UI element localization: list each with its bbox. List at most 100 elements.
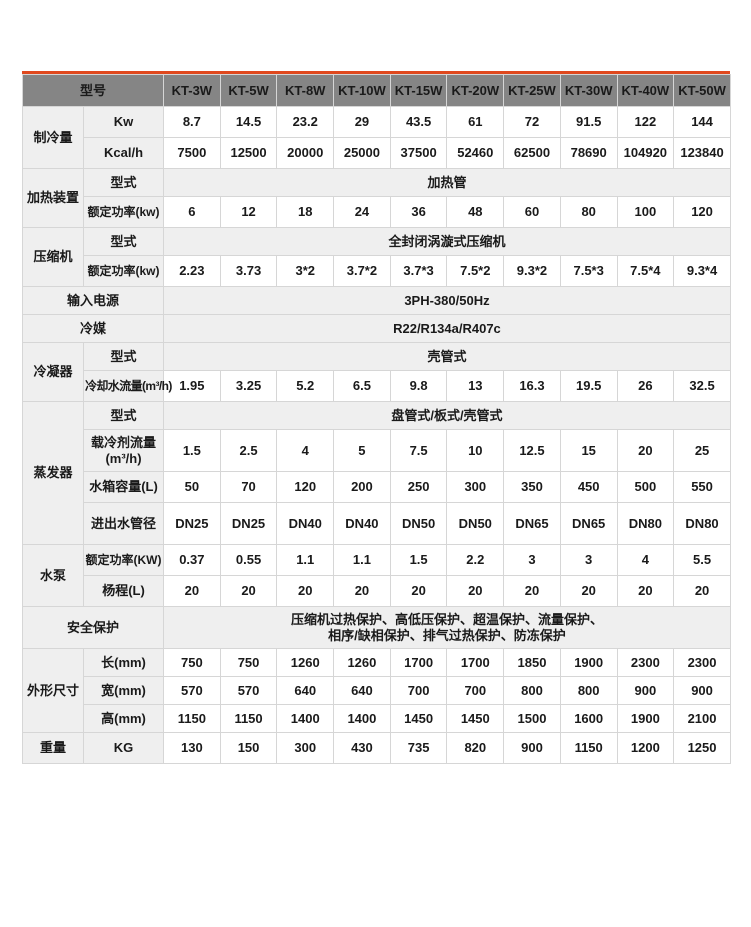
cooling-kw-KT-20W: 61 [446, 106, 505, 138]
compressor-power-KT-40W: 7.5*4 [616, 255, 675, 287]
row-label-cooling-kw: Kw [82, 106, 165, 138]
cooling-kcal-KT-20W: 52460 [446, 137, 505, 169]
cooling-kw-KT-15W: 43.5 [389, 106, 448, 138]
row-label-dim-width: 宽(mm) [82, 676, 165, 705]
row-compressor-type: 压缩机 型式 全封闭涡漩式压缩机 [22, 227, 731, 287]
condenser-flow-KT-15W: 9.8 [389, 370, 448, 402]
weight-KT-40W: 1200 [616, 732, 675, 764]
row-cooling-kw: 制冷量 Kw 8.7 14.5 23.2 29 43.5 61 72 91.5 122 144 [22, 106, 731, 169]
evaporator-flow-KT-8W: 4 [276, 429, 335, 472]
row-pipe-diameter: 进出水管径 DN25 DN25 DN40 DN40 DN50 DN50 DN65 DN65 DN8… [23, 502, 731, 545]
model-header-KT-40W: KT-40W [616, 74, 675, 107]
model-header-KT-5W: KT-5W [219, 74, 278, 107]
weight-KT-15W: 735 [389, 732, 448, 764]
pump-head-KT-5W: 20 [219, 575, 278, 607]
dim-width-KT-40W: 900 [616, 676, 675, 705]
condenser-flow-KT-5W: 3.25 [219, 370, 278, 402]
tank-capacity-KT-10W: 200 [333, 471, 391, 503]
model-header-KT-20W: KT-20W [446, 74, 505, 107]
model-header-KT-3W: KT-3W [163, 74, 221, 107]
pump-head-KT-20W: 20 [446, 575, 505, 607]
pump-power-KT-40W: 4 [616, 544, 675, 576]
dim-height-KT-10W: 1400 [333, 704, 391, 733]
row-label-pipe-diameter: 进出水管径 [82, 502, 165, 545]
row-pump-power: 水泵 额定功率(KW) 0.37 0.55 1.1 1.1 1.5 2.2 3 3 4 5.5 [22, 544, 731, 607]
condenser-flow-KT-40W: 26 [616, 370, 675, 402]
pipe-diameter-KT-40W: DN80 [616, 502, 675, 545]
condenser-flow-KT-30W: 19.5 [559, 370, 618, 402]
spec-table: 型号 KT-3W KT-5W KT-8W KT-10W KT-15W KT-20W KT-25… [21, 74, 731, 764]
group-label-heating: 加热装置 [22, 168, 84, 228]
dim-height-KT-40W: 1900 [616, 704, 675, 733]
refrigerant-value: R22/R134a/R407c [163, 314, 731, 343]
tank-capacity-KT-15W: 250 [389, 471, 448, 503]
group-label-evaporator: 蒸发器 [22, 401, 84, 545]
dim-height-KT-3W: 1150 [163, 704, 221, 733]
dim-length-KT-40W: 2300 [616, 648, 675, 677]
cooling-kcal-KT-25W: 62500 [503, 137, 561, 169]
condenser-flow-KT-20W: 13 [446, 370, 505, 402]
row-weight: 重量 KG 130 150 300 430 735 820 900 1150 1200 1250 [22, 732, 731, 764]
dim-width-KT-3W: 570 [163, 676, 221, 705]
row-label-refrigerant: 冷媒 [21, 314, 165, 343]
cooling-kcal-KT-15W: 37500 [389, 137, 448, 169]
dim-width-KT-50W: 900 [673, 676, 731, 705]
dim-length-KT-30W: 1900 [559, 648, 618, 677]
pump-power-KT-15W: 1.5 [389, 544, 448, 576]
tank-capacity-KT-3W: 50 [163, 471, 221, 503]
dim-length-KT-5W: 750 [219, 648, 278, 677]
pipe-diameter-KT-10W: DN40 [333, 502, 391, 545]
power-input-value: 3PH-380/50Hz [163, 286, 731, 315]
compressor-power-KT-5W: 3.73 [219, 255, 278, 287]
compressor-power-KT-25W: 9.3*2 [503, 255, 561, 287]
tank-capacity-KT-5W: 70 [219, 471, 278, 503]
row-label-heating-power: 额定功率(kw) [82, 196, 165, 228]
pipe-diameter-KT-3W: DN25 [163, 502, 221, 545]
pipe-diameter-KT-20W: DN50 [446, 502, 505, 545]
cooling-kcal-KT-40W: 104920 [616, 137, 675, 169]
compressor-type-value: 全封闭涡漩式压缩机 [163, 227, 731, 256]
row-label-weight: KG [82, 732, 165, 764]
evaporator-flow-KT-40W: 20 [616, 429, 675, 472]
row-tank-capacity: 水箱容量(L) 50 70 120 200 250 300 350 450 500 550 [23, 471, 731, 503]
row-label-pump-power: 额定功率(KW) [82, 544, 165, 576]
pump-head-KT-50W: 20 [673, 575, 731, 607]
row-condenser-type: 冷凝器 型式 壳管式 [22, 342, 731, 402]
evaporator-flow-KT-3W: 1.5 [163, 429, 221, 472]
row-evaporator-type: 蒸发器 型式 盘管式/板式/壳管式 [22, 401, 731, 545]
evaporator-flow-KT-30W: 15 [559, 429, 618, 472]
dim-width-KT-10W: 640 [333, 676, 391, 705]
heating-power-KT-50W: 120 [673, 196, 731, 228]
model-header-KT-10W: KT-10W [333, 74, 391, 107]
evaporator-flow-KT-15W: 7.5 [389, 429, 448, 472]
evaporator-flow-KT-25W: 12.5 [503, 429, 561, 472]
row-heating-type: 加热装置 型式 加热管 [22, 168, 731, 228]
tank-capacity-KT-25W: 350 [503, 471, 561, 503]
spec-table-container: 型号 KT-3W KT-5W KT-8W KT-10W KT-15W KT-20W KT-25… [21, 71, 731, 764]
pump-head-KT-30W: 20 [559, 575, 618, 607]
weight-KT-30W: 1150 [559, 732, 618, 764]
tank-capacity-KT-40W: 500 [616, 471, 675, 503]
heating-power-KT-3W: 6 [163, 196, 221, 228]
group-label-cooling: 制冷量 [22, 106, 84, 169]
heating-type-value: 加热管 [163, 168, 731, 197]
row-label-dim-length: 长(mm) [82, 648, 165, 677]
row-dim-height: 高(mm) 1150 1150 1400 1400 1450 1450 1500 1600 190… [23, 704, 731, 733]
cooling-kw-KT-40W: 122 [616, 106, 675, 138]
dim-height-KT-20W: 1450 [446, 704, 505, 733]
pipe-diameter-KT-15W: DN50 [389, 502, 448, 545]
pump-power-KT-8W: 1.1 [276, 544, 335, 576]
cooling-kw-KT-50W: 144 [673, 106, 731, 138]
row-label-cooling-kcal: Kcal/h [82, 137, 165, 169]
compressor-power-KT-50W: 9.3*4 [673, 255, 731, 287]
condenser-type-value: 壳管式 [163, 342, 731, 371]
weight-KT-3W: 130 [163, 732, 221, 764]
compressor-power-KT-20W: 7.5*2 [446, 255, 505, 287]
condenser-flow-KT-10W: 6.5 [333, 370, 391, 402]
condenser-flow-KT-3W: 1.95 [163, 370, 221, 402]
compressor-power-KT-10W: 3.7*2 [333, 255, 391, 287]
weight-KT-25W: 900 [503, 732, 561, 764]
row-label-tank-capacity: 水箱容量(L) [82, 471, 165, 503]
pump-power-KT-25W: 3 [503, 544, 561, 576]
